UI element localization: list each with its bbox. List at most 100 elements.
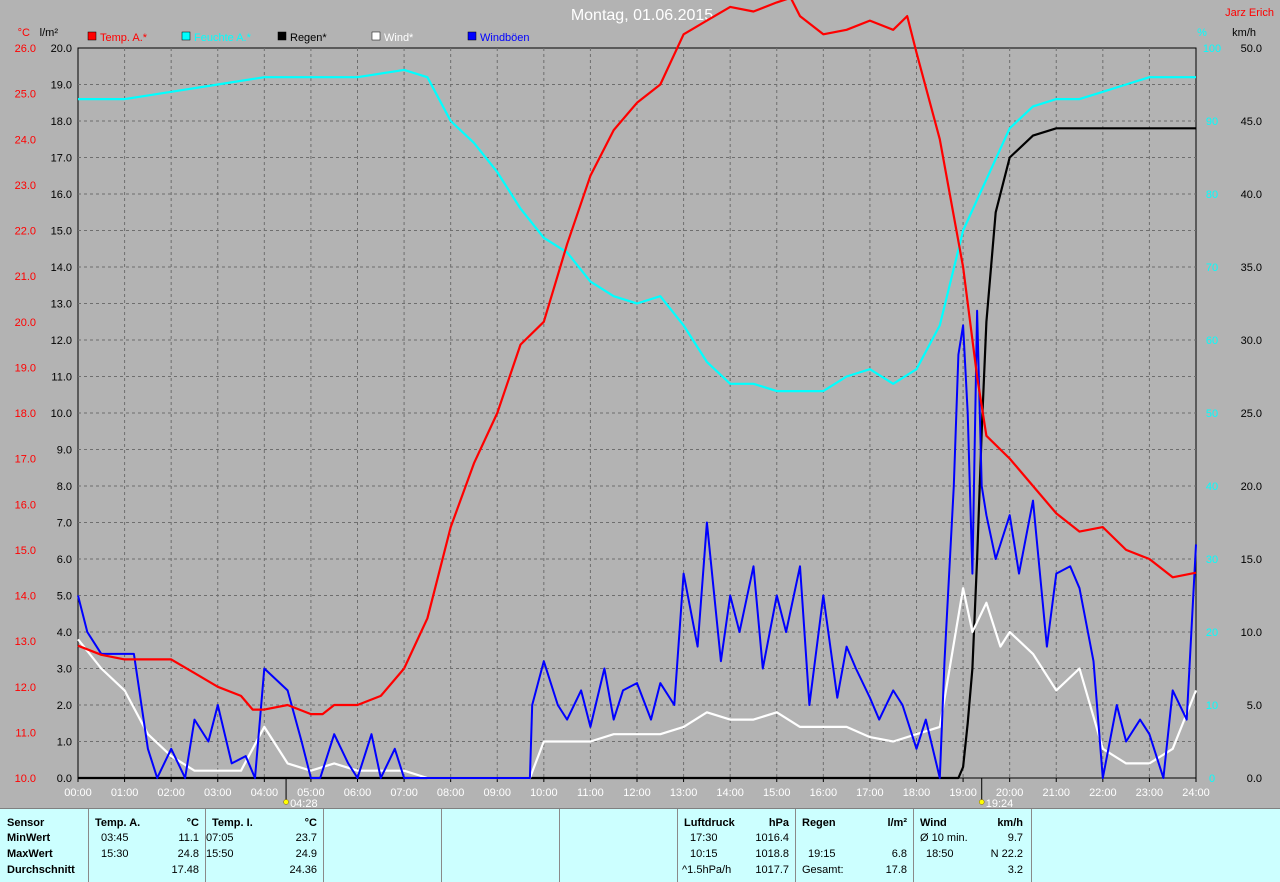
temp-i-max-time: 15:50 — [206, 848, 234, 860]
x-tick-label: 00:00 — [64, 787, 92, 799]
x-tick-label: 17:00 — [856, 787, 884, 799]
temp-i-max-val: 24.9 — [295, 848, 317, 860]
wind-axis-tick-label: 10.0 — [1241, 627, 1262, 639]
legend-swatch — [277, 31, 287, 41]
humidity-axis-tick-label: 50 — [1206, 408, 1218, 420]
series-line-4 — [77, 309, 1197, 779]
temp-a-unit: °C — [186, 817, 199, 829]
temp-a-header: Temp. A. — [95, 817, 141, 829]
rain-axis-tick-label: 5.0 — [57, 591, 72, 603]
stats-rain-col: Regen l/m² 19:15 6.8 Gesamt: 17.8 — [796, 809, 914, 882]
humidity-axis-tick-label: 80 — [1206, 189, 1218, 201]
stats-sensor-col: Sensor MinWert MaxWert Durchschnitt — [0, 809, 89, 882]
stats-temp-i-col: Temp. I. °C 07:05 23.7 15:50 24.9 24.36 — [206, 809, 324, 882]
rain-axis-tick-label: 11.0 — [51, 372, 72, 384]
temp-axis-tick-label: 12.0 — [15, 682, 36, 694]
x-tick-label: 02:00 — [157, 787, 185, 799]
x-tick-label: 19:00 — [949, 787, 977, 799]
temp-i-header: Temp. I. — [212, 817, 253, 829]
wind-row2-val: N 22.2 — [990, 848, 1023, 860]
legend-swatch — [87, 31, 97, 41]
row-avg-label: Durchschnitt — [7, 864, 75, 876]
row-max-label: MaxWert — [7, 848, 53, 860]
temp-axis-tick-label: 13.0 — [15, 636, 36, 648]
temp-a-min-time: 03:45 — [101, 832, 129, 844]
rain-axis-tick-label: 8.0 — [57, 481, 72, 493]
pressure-trend-label: ^1.5hPa/h — [682, 864, 732, 876]
legend-label: Windböen — [480, 32, 530, 44]
rain-axis-tick-label: 6.0 — [57, 554, 72, 566]
temp-axis-tick-label: 26.0 — [15, 43, 36, 55]
temp-axis-tick-label: 19.0 — [15, 362, 36, 374]
stats-wind-col: Wind km/h Ø 10 min. 9.7 18:50 N 22.2 3.2 — [914, 809, 1032, 882]
wind-axis-tick-label: 40.0 — [1241, 189, 1262, 201]
x-tick-label: 18:00 — [903, 787, 931, 799]
pressure-min-time: 17:30 — [690, 832, 718, 844]
wind-avg: 3.2 — [1007, 864, 1023, 876]
rain-axis-tick-label: 13.0 — [51, 299, 72, 311]
wind-row1-val: 9.7 — [1007, 832, 1023, 844]
wind-axis-tick-label: 30.0 — [1241, 335, 1262, 347]
pressure-unit: hPa — [768, 817, 789, 829]
rain-axis-tick-label: 17.0 — [51, 153, 72, 165]
sunset-icon — [978, 799, 985, 805]
legend-swatch — [371, 31, 381, 41]
temp-axis-tick-label: 20.0 — [15, 317, 36, 329]
humidity-unit-label: % — [1197, 27, 1207, 39]
wind-unit-label: km/h — [1232, 27, 1256, 39]
temp-a-max-time: 15:30 — [101, 848, 129, 860]
temp-i-min-val: 23.7 — [295, 832, 317, 844]
rain-axis-tick-label: 20.0 — [51, 43, 72, 55]
temp-a-avg: 17.48 — [171, 864, 199, 876]
temp-a-min-val: 11.1 — [178, 832, 199, 844]
rain-axis-tick-label: 3.0 — [57, 664, 72, 676]
row-min-label: MinWert — [7, 832, 51, 844]
temp-unit-label: °C — [18, 27, 30, 39]
temp-axis-tick-label: 16.0 — [15, 499, 36, 511]
wind-axis-tick-label: 15.0 — [1241, 554, 1262, 566]
x-tick-label: 06:00 — [344, 787, 372, 799]
chart-title: Montag, 01.06.2015 — [571, 7, 713, 24]
x-tick-label: 10:00 — [530, 787, 558, 799]
wind-axis-tick-label: 5.0 — [1247, 700, 1262, 712]
rain-axis-tick-label: 16.0 — [51, 189, 72, 201]
pressure-max-val: 1018.8 — [755, 848, 789, 860]
sunrise-icon — [283, 799, 289, 805]
rain-axis-tick-label: 7.0 — [57, 518, 72, 530]
pressure-header: Luftdruck — [684, 817, 735, 829]
wind-axis-tick-label: 50.0 — [1241, 43, 1262, 55]
pressure-trend-val: 1017.7 — [755, 864, 789, 876]
x-tick-label: 22:00 — [1089, 787, 1117, 799]
x-tick-label: 12:00 — [623, 787, 651, 799]
wind-row2-time: 18:50 — [926, 848, 954, 860]
rain-axis-tick-label: 1.0 — [57, 737, 72, 749]
stats-panel: Sensor MinWert MaxWert Durchschnitt Temp… — [0, 808, 1280, 882]
legend-label: Wind* — [384, 32, 414, 44]
rain-unit: l/m² — [887, 817, 907, 829]
temp-axis-tick-label: 14.0 — [15, 591, 36, 603]
legend: Temp. A.* Feuchte A.* Regen* Wind* Windböen — [87, 31, 530, 44]
series-line-2 — [78, 127, 1196, 780]
sun-markers: 04:28 19:24 — [283, 778, 1013, 808]
temp-axis-tick-label: 23.0 — [15, 180, 36, 192]
stats-temp-a-col: Temp. A. °C 03:45 11.1 15:30 24.8 17.48 — [89, 809, 206, 882]
wind-header: Wind — [920, 817, 947, 829]
series-line-0 — [77, 0, 1197, 716]
axes: 00:00 01:00 02:00 03:00 04:00 05:00 06:00 07:00… — [15, 27, 1262, 799]
rain-total-val: 17.8 — [885, 864, 907, 876]
grid — [78, 48, 1196, 778]
rain-header: Regen — [802, 817, 836, 829]
temp-axis-tick-label: 25.0 — [15, 89, 36, 101]
series-line-3 — [77, 587, 1198, 780]
x-tick-label: 23:00 — [1136, 787, 1164, 799]
humidity-axis-tick-label: 40 — [1206, 481, 1218, 493]
temp-a-max-val: 24.8 — [177, 848, 199, 860]
x-tick-label: 04:00 — [251, 787, 279, 799]
x-tick-label: 01:00 — [111, 787, 139, 799]
rain-max-time: 19:15 — [808, 848, 836, 860]
legend-label: Feuchte A.* — [194, 32, 252, 44]
temp-i-avg: 24.36 — [289, 864, 317, 876]
rain-unit-label: l/m² — [40, 27, 59, 39]
humidity-axis-tick-label: 100 — [1203, 43, 1221, 55]
x-tick-label: 15:00 — [763, 787, 791, 799]
